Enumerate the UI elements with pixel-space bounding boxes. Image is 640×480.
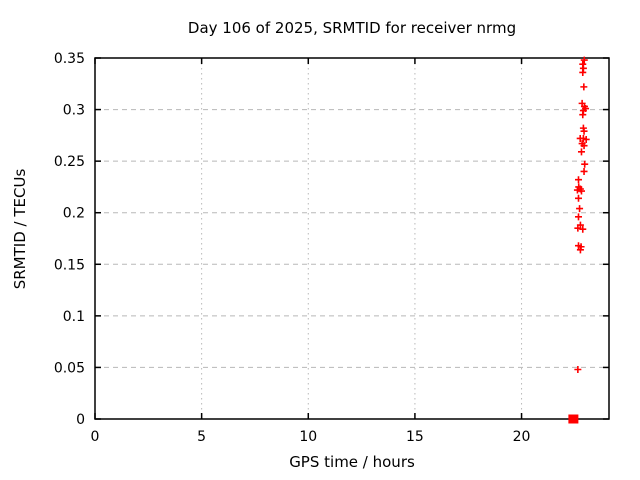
data-point-plus bbox=[574, 224, 582, 232]
x-tick-label: 15 bbox=[406, 429, 424, 445]
y-tick-label: 0.25 bbox=[54, 154, 85, 170]
x-tick-label: 10 bbox=[299, 429, 317, 445]
data-point-plus bbox=[579, 225, 587, 233]
x-tick-label: 20 bbox=[513, 429, 531, 445]
chart-title: Day 106 of 2025, SRMTID for receiver nrm… bbox=[187, 19, 517, 37]
data-point-plus bbox=[580, 56, 588, 64]
data-point-plus bbox=[579, 68, 587, 76]
x-axis-label: GPS time / hours bbox=[289, 453, 415, 471]
data-point-plus bbox=[582, 135, 590, 143]
data-point-plus bbox=[573, 186, 581, 194]
data-point-plus bbox=[580, 83, 588, 91]
y-tick-label: 0.35 bbox=[54, 51, 85, 67]
y-tick-label: 0.05 bbox=[54, 360, 85, 376]
data-point-square bbox=[568, 414, 579, 424]
plot-border bbox=[94, 57, 610, 420]
data-point-plus bbox=[575, 194, 583, 202]
y-tick-label: 0.15 bbox=[54, 257, 85, 273]
data-point-plus bbox=[580, 167, 588, 175]
data-point-plus bbox=[574, 365, 582, 373]
data-point-plus bbox=[579, 111, 587, 119]
y-tick-label: 0.1 bbox=[63, 309, 85, 325]
data-point-plus bbox=[575, 213, 583, 221]
x-tick-label: 0 bbox=[91, 429, 100, 445]
y-tick-label: 0.2 bbox=[63, 206, 85, 222]
data-point-plus bbox=[575, 176, 583, 184]
data-point-plus bbox=[576, 205, 584, 213]
data-point-plus bbox=[577, 148, 585, 156]
data-point-plus bbox=[580, 142, 588, 150]
data-point-plus bbox=[581, 160, 589, 168]
data-point-plus bbox=[577, 187, 585, 195]
y-tick-label: 0.3 bbox=[63, 103, 85, 119]
data-point-plus bbox=[580, 127, 588, 135]
x-tick-label: 5 bbox=[197, 429, 206, 445]
data-point-plus bbox=[576, 246, 584, 254]
y-tick-label: 0 bbox=[76, 412, 85, 428]
